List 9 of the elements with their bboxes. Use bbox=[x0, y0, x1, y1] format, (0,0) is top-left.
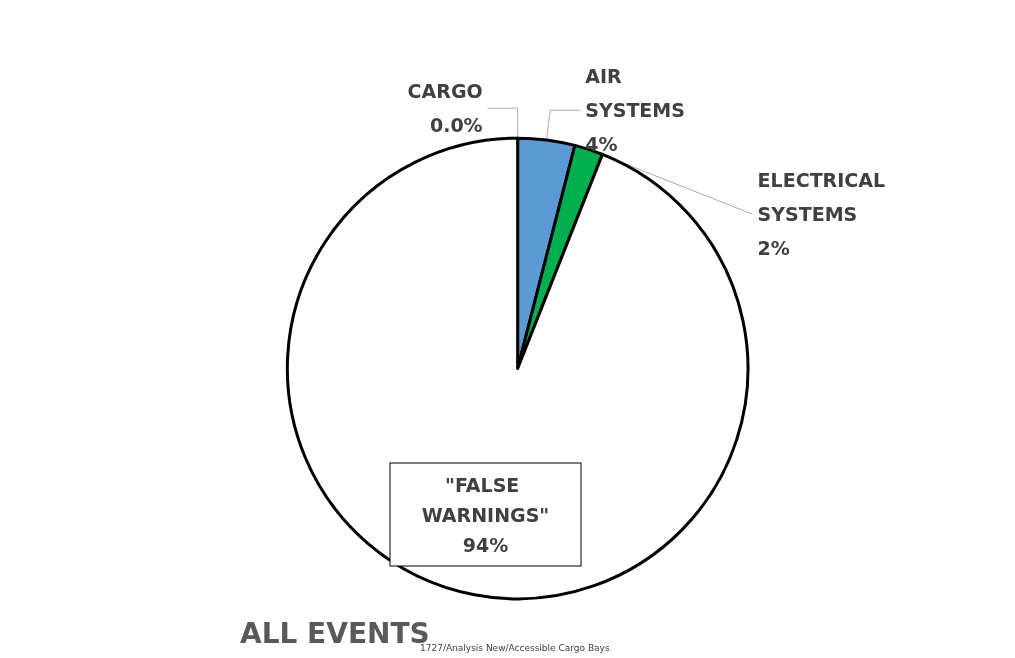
slice-label: AIR SYSTEMS bbox=[585, 65, 685, 122]
slice-label: ELECTRICAL SYSTEMS bbox=[757, 169, 892, 226]
text: 1727/Analysis New/Accessible Cargo Bays bbox=[420, 642, 610, 653]
category-label: CARGO bbox=[407, 80, 483, 103]
data-label: 94% bbox=[462, 533, 509, 556]
data-label: 4% bbox=[585, 133, 618, 156]
text: 0.0% bbox=[429, 114, 483, 137]
data-label: 2% bbox=[757, 237, 790, 260]
slice-label: "FALSE WARNINGS" bbox=[421, 473, 550, 526]
